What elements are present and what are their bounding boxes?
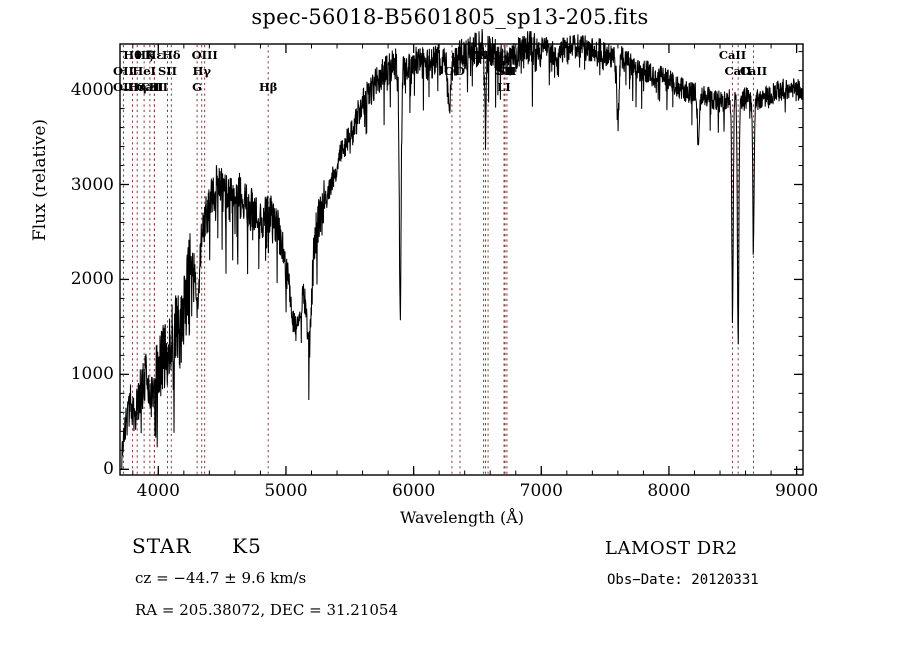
spectral-line-label: OIII xyxy=(191,48,218,62)
x-tick-label: 6000 xyxy=(391,481,436,501)
spectral-line-label: G xyxy=(192,80,203,94)
observation-date: Obs−Date: 20120331 xyxy=(607,572,759,588)
x-tick-label: 5000 xyxy=(264,481,308,501)
spectral-line-label: H xyxy=(148,80,160,94)
coordinates: RA = 205.38072, DEC = 31.21054 xyxy=(135,601,399,619)
spectral-line-label: CaII xyxy=(718,48,747,62)
spectrum-trace xyxy=(121,28,803,470)
y-tick-labels: 0 1000 2000 3000 4000 xyxy=(0,0,114,649)
y-tick-label: 1000 xyxy=(70,364,114,385)
spectral-line-label: Hδ xyxy=(162,48,181,62)
x-tick-label: 7000 xyxy=(519,481,563,501)
object-class: STAR xyxy=(132,534,192,558)
y-axis-label: Flux (relative) xyxy=(30,118,50,242)
spectral-line-label: OII xyxy=(113,64,134,78)
x-tick-label: 9000 xyxy=(774,481,819,501)
spectral-line-label: Hθ xyxy=(123,48,142,62)
spectral-line-label: Hβ xyxy=(258,80,278,94)
spectral-line-label: OII xyxy=(113,80,134,94)
x-axis-label: Wavelength (Å) xyxy=(399,508,525,527)
y-tick-label: 0 xyxy=(103,459,114,480)
spectral-line-label: OI xyxy=(444,64,460,78)
spectral-line-label: NII xyxy=(472,48,495,62)
y-tick-label: 2000 xyxy=(70,269,114,290)
y-axis-ticks xyxy=(120,51,803,470)
redshift-velocity: cz = −44.7 ± 9.6 km/s xyxy=(135,569,307,587)
spectral-line-label: NII xyxy=(477,48,499,62)
spectral-line-label: CaII xyxy=(136,80,164,94)
spectral-line-label: SII xyxy=(497,64,517,78)
spectral-line-label: Hε xyxy=(145,48,164,62)
spectral-line-label: D xyxy=(454,64,465,78)
spectral-line-label: CaII xyxy=(140,80,169,94)
spectral-line-label: K xyxy=(144,48,155,62)
spectral-line-label: CaII xyxy=(739,64,768,78)
object-subclass: K5 xyxy=(232,534,262,558)
spectral-line-markers xyxy=(122,45,754,474)
spectral-line-label: SII xyxy=(495,64,515,78)
spectral-line-label: Hα xyxy=(475,48,496,62)
spectral-line-label: Hη xyxy=(127,80,147,94)
spectral-line-label: Hζ xyxy=(135,48,153,62)
y-tick-label: 3000 xyxy=(70,174,114,195)
spectral-line-label: SII xyxy=(157,64,178,78)
spectral-line-label: HeI xyxy=(132,64,156,78)
y-tick-label: 4000 xyxy=(70,79,114,100)
x-tick-label: 8000 xyxy=(647,481,691,501)
spectral-line-label: Hγ xyxy=(192,64,211,78)
page-title: spec-56018-B5601805_sp13-205.fits xyxy=(251,5,649,29)
x-tick-label: 4000 xyxy=(136,481,180,501)
object-classification: STAR K5 xyxy=(132,534,262,558)
spectral-line-label: LI xyxy=(497,80,511,94)
survey-name: LAMOST DR2 xyxy=(605,538,738,559)
spectral-line-label: CaII xyxy=(724,64,752,78)
